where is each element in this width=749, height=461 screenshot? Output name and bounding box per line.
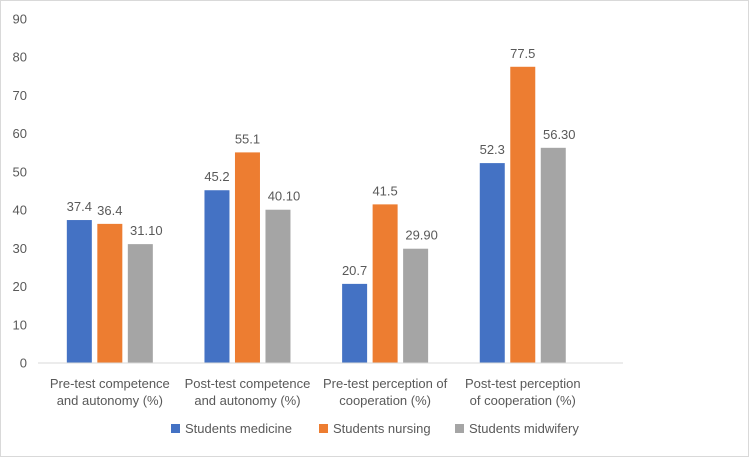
legend-entry: Students nursing <box>333 421 431 436</box>
x-tick-label: Post-test perception <box>465 376 581 391</box>
legend: Students medicine Students nursing Student… <box>171 421 579 436</box>
bar-2-4 <box>510 66 536 364</box>
y-tick-label: 10 <box>13 317 27 332</box>
data-label: 52.3 <box>480 142 505 157</box>
y-tick-label: 60 <box>13 126 27 141</box>
data-label: 45.2 <box>204 169 229 184</box>
bar-3-2 <box>265 209 291 363</box>
data-label: 40.10 <box>268 189 301 204</box>
bars <box>66 66 566 364</box>
y-tick-label: 80 <box>13 50 27 65</box>
y-tick-label: 90 <box>13 12 27 27</box>
x-tick-label: and autonomy (%) <box>57 393 163 408</box>
data-label: 56.30 <box>543 127 576 142</box>
data-label: 36.4 <box>97 203 122 218</box>
x-axis-labels: Pre-test competence and autonomy (%) Post-… <box>50 376 581 408</box>
x-tick-label: and autonomy (%) <box>194 393 300 408</box>
legend-swatch <box>319 424 328 433</box>
data-label: 55.1 <box>235 131 260 146</box>
bar-1-1 <box>66 220 92 363</box>
y-tick-label: 30 <box>13 241 27 256</box>
bar-2-1 <box>97 223 123 363</box>
x-tick-label: cooperation (%) <box>339 393 431 408</box>
data-label: 20.7 <box>342 263 367 278</box>
y-tick-label: 0 <box>20 356 27 371</box>
bar-1-3 <box>342 283 368 363</box>
x-tick-label: Pre-test competence <box>50 376 170 391</box>
y-tick-label: 50 <box>13 164 27 179</box>
data-label: 77.5 <box>510 46 535 61</box>
data-label: 29.90 <box>405 228 438 243</box>
bar-1-2 <box>204 190 230 363</box>
data-label: 41.5 <box>372 183 397 198</box>
x-tick-label: of cooperation (%) <box>470 393 576 408</box>
bar-3-4 <box>540 147 566 363</box>
bar-3-1 <box>127 244 153 363</box>
bar-1-4 <box>479 163 505 363</box>
y-tick-label: 20 <box>13 279 27 294</box>
data-label: 31.10 <box>130 223 163 238</box>
legend-swatch <box>455 424 464 433</box>
bar-2-2 <box>234 152 260 363</box>
x-tick-label: Post-test competence <box>185 376 311 391</box>
legend-entry: Students medicine <box>185 421 292 436</box>
bar-3-3 <box>403 248 429 363</box>
data-labels: 37.4 36.4 31.10 45.2 55.1 40.10 20.7 41.5 29.90 5… <box>67 46 576 278</box>
legend-entry: Students midwifery <box>469 421 579 436</box>
x-tick-label: Pre-test perception of <box>323 376 448 391</box>
y-tick-label: 70 <box>13 88 27 103</box>
bar-2-3 <box>372 204 398 363</box>
data-label: 37.4 <box>67 199 92 214</box>
y-tick-label: 40 <box>13 203 27 218</box>
y-axis-ticks: 0 10 20 30 40 50 60 70 80 90 <box>13 12 27 371</box>
legend-swatch <box>171 424 180 433</box>
